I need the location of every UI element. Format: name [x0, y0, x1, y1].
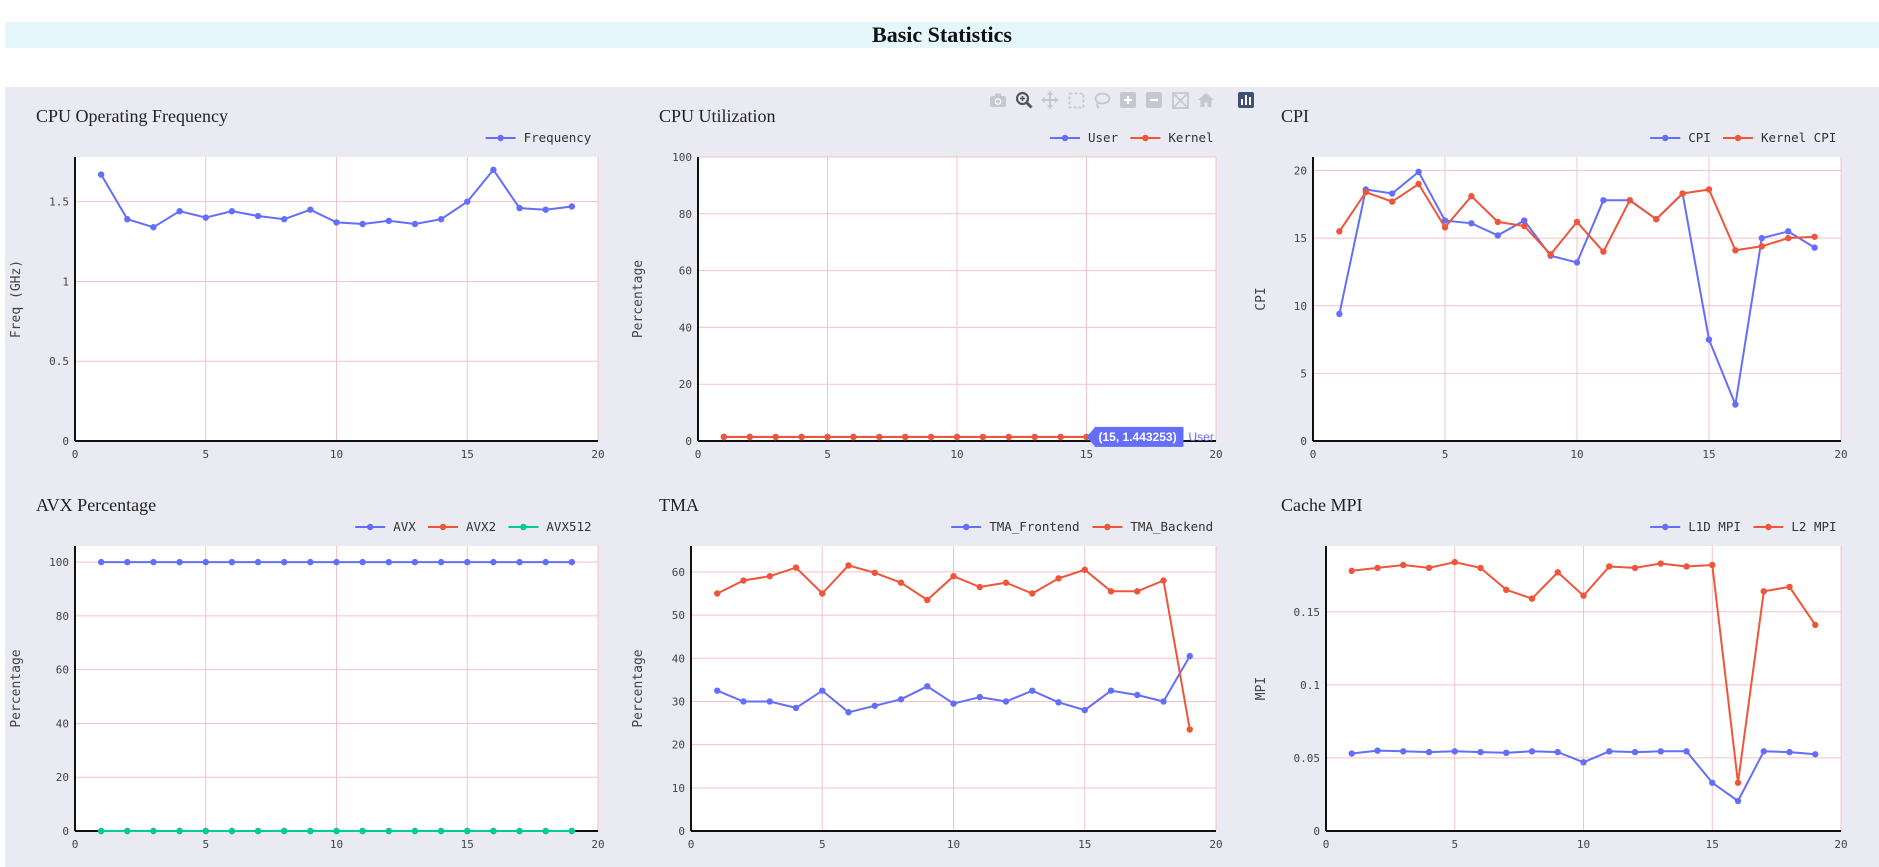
camera-icon[interactable]	[988, 90, 1008, 110]
pan-icon[interactable]	[1040, 90, 1060, 110]
reset-axes-icon[interactable]	[1196, 90, 1216, 110]
modebar	[988, 90, 1256, 110]
zoom-in-icon[interactable]	[1118, 90, 1138, 110]
zoom-out-icon[interactable]	[1144, 90, 1164, 110]
plotly-logo-icon[interactable]	[1236, 90, 1256, 110]
lasso-icon[interactable]	[1092, 90, 1112, 110]
autoscale-icon[interactable]	[1170, 90, 1190, 110]
page-title: Basic Statistics	[872, 22, 1012, 47]
title-bar: Basic Statistics	[5, 22, 1879, 48]
charts-panel	[5, 87, 1879, 867]
box-select-icon[interactable]	[1066, 90, 1086, 110]
zoom-icon[interactable]	[1014, 90, 1034, 110]
